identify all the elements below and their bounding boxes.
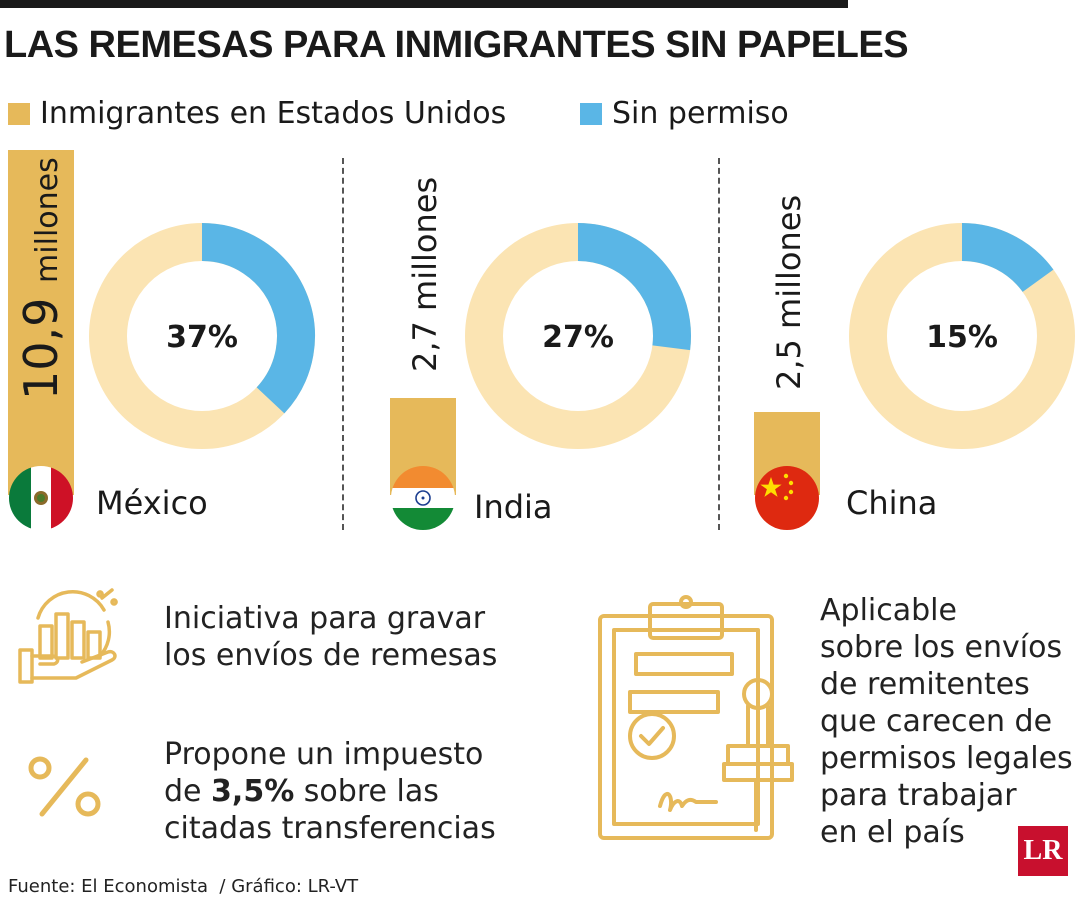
country-label-mexico: México bbox=[96, 484, 208, 522]
legend-immigrants: Inmigrantes en Estados Unidos bbox=[8, 96, 506, 131]
source-footer: Fuente: El Economista / Gráfico: LR-VT bbox=[8, 876, 359, 897]
legend-label-undocumented: Sin permiso bbox=[612, 96, 789, 131]
applicable-line: Aplicable bbox=[820, 593, 957, 628]
value-label-india: 2,7 millones bbox=[406, 177, 444, 372]
applicable-line: permisos legales bbox=[820, 741, 1073, 776]
country-label-china: China bbox=[846, 484, 938, 522]
tax-line-2: de 3,5% sobre las bbox=[164, 773, 496, 810]
value-number-china: 2,5 bbox=[770, 339, 808, 390]
applicable-text: Aplicable sobre los envíos de remitentes… bbox=[820, 592, 1073, 851]
page-title: LAS REMESAS PARA INMIGRANTES SIN PAPELES bbox=[4, 24, 909, 66]
donut-india bbox=[465, 223, 691, 449]
pct-label-mexico: 37% bbox=[166, 320, 238, 355]
india-flag bbox=[391, 466, 455, 530]
legend-label-immigrants: Inmigrantes en Estados Unidos bbox=[40, 96, 507, 131]
clipboard-stamp-icon bbox=[596, 594, 802, 850]
donut-china bbox=[849, 223, 1075, 449]
donut-mexico bbox=[89, 223, 315, 449]
tax-rate: 3,5% bbox=[211, 774, 295, 809]
tax-line-2-pre: de bbox=[164, 774, 212, 809]
column-divider bbox=[342, 158, 344, 530]
country-label-india: India bbox=[474, 488, 553, 526]
applicable-line: sobre los envíos bbox=[820, 630, 1063, 665]
pct-label-china: 15% bbox=[926, 320, 998, 355]
initiative-line-2: los envíos de remesas bbox=[164, 638, 498, 673]
percent-icon bbox=[26, 756, 106, 822]
bar-mexico bbox=[8, 150, 74, 495]
donut-segment-china bbox=[961, 223, 1054, 293]
value-label-mexico: 10,9 millones bbox=[14, 157, 68, 400]
value-unit-mexico: millones bbox=[30, 157, 65, 283]
money-hand-chart-icon bbox=[16, 588, 122, 692]
mexico-flag bbox=[9, 466, 73, 530]
tax-line-1: Propone un impuesto bbox=[164, 737, 484, 772]
donut-segment-india bbox=[577, 223, 691, 351]
initiative-text: Iniciativa para gravar los envíos de rem… bbox=[164, 600, 497, 674]
tax-line-2-post: sobre las bbox=[294, 774, 439, 809]
column-divider bbox=[718, 158, 720, 530]
initiative-line-1: Iniciativa para gravar bbox=[164, 601, 486, 636]
value-number-india: 2,7 bbox=[406, 321, 444, 372]
value-label-china: 2,5 millones bbox=[770, 195, 808, 390]
donut-segment-mexico bbox=[201, 223, 315, 414]
pct-label-india: 27% bbox=[542, 320, 614, 355]
applicable-line: de remitentes bbox=[820, 667, 1030, 702]
applicable-line: en el país bbox=[820, 815, 965, 850]
legend-swatch-undocumented bbox=[580, 102, 602, 125]
tax-text: Propone un impuesto de 3,5% sobre las ci… bbox=[164, 736, 496, 847]
applicable-line: que carecen de bbox=[820, 704, 1053, 739]
legend-undocumented: Sin permiso bbox=[580, 96, 789, 131]
legend-swatch-immigrants bbox=[8, 102, 30, 125]
tax-line-3: citadas transferencias bbox=[164, 811, 496, 846]
china-flag bbox=[755, 466, 819, 530]
value-unit-china: millones bbox=[770, 194, 808, 329]
applicable-line: para trabajar bbox=[820, 778, 1017, 813]
top-rule bbox=[0, 0, 848, 8]
lr-logo: LR bbox=[1018, 826, 1068, 876]
value-number-mexico: 10,9 bbox=[14, 297, 68, 400]
value-unit-india: millones bbox=[406, 176, 444, 311]
